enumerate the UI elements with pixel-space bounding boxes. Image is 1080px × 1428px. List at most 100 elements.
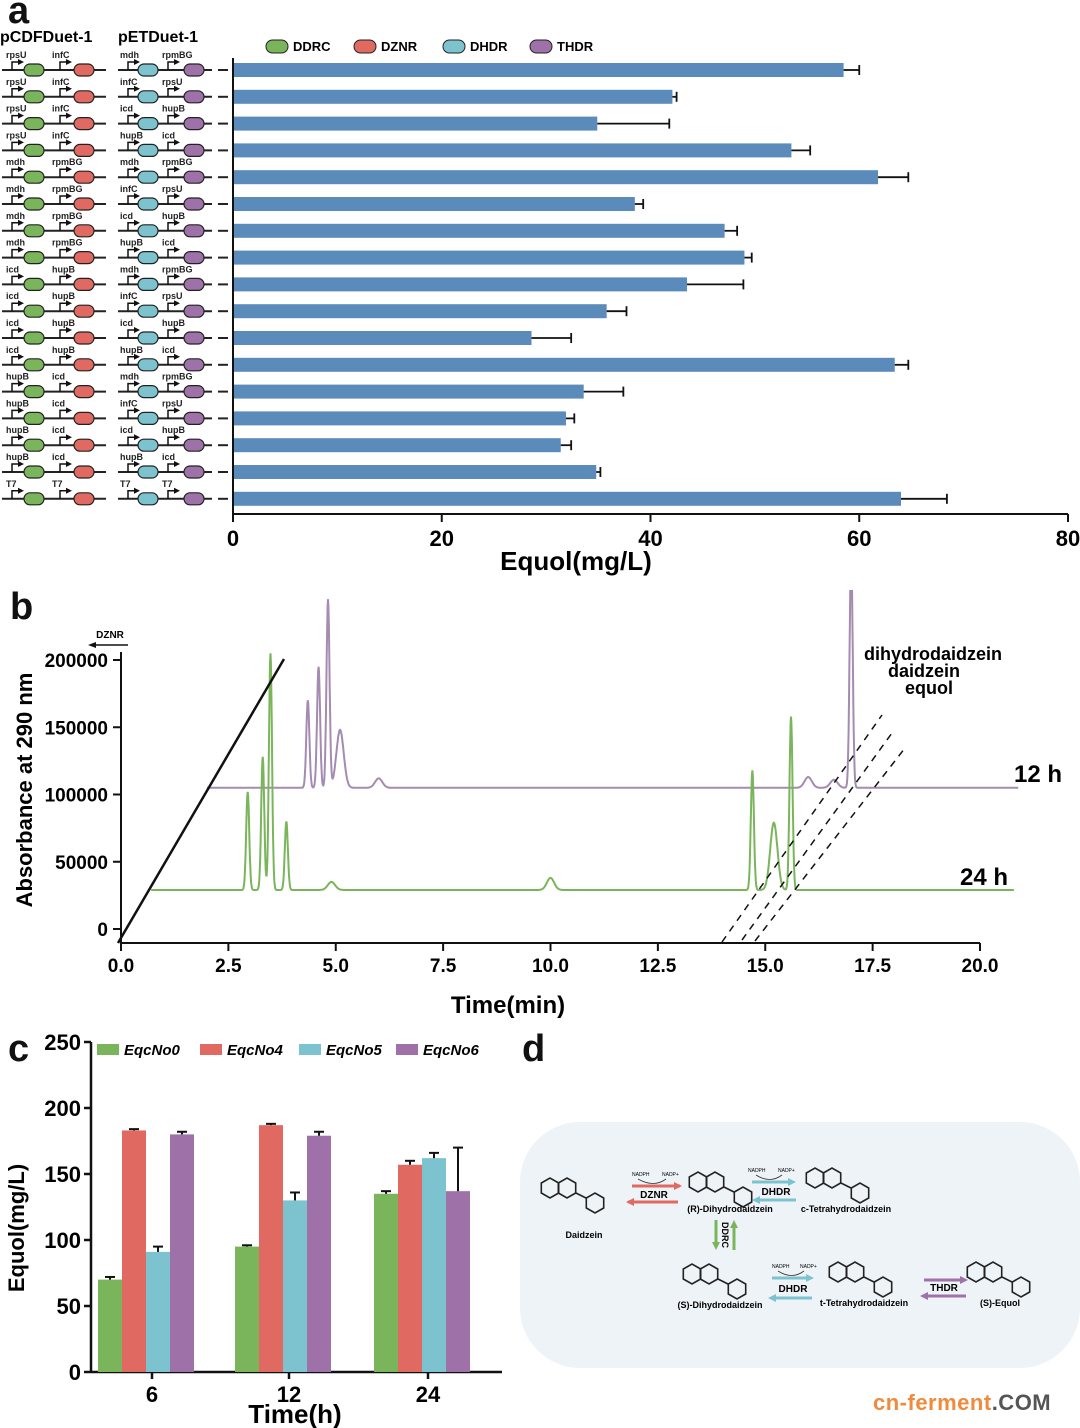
- promoter-label: T7: [162, 479, 173, 489]
- watermark-brand: cn-ferment: [873, 1390, 992, 1415]
- gene-icon: [137, 465, 159, 479]
- promoter-arrowhead: [66, 193, 72, 199]
- dashed-guide-0: [721, 714, 883, 943]
- bar-EqcNo5: [146, 1251, 170, 1372]
- gene-icon: [23, 224, 45, 238]
- traces: [151, 590, 1019, 891]
- promoter-label: icd: [162, 452, 175, 462]
- construct-row: hupB icd infC rpsU: [2, 398, 228, 425]
- promoter-label: hupB: [120, 452, 143, 462]
- promoter-label: infC: [52, 77, 70, 87]
- series-label-24h: 24 h: [960, 864, 1008, 891]
- gene-icon: [183, 90, 205, 104]
- promoter-label: infC: [52, 50, 70, 60]
- promoter-arrowhead: [18, 139, 24, 146]
- ring: [1011, 1276, 1031, 1298]
- watermark-tld: .COM: [991, 1390, 1052, 1415]
- y-tick-label: 0: [69, 1360, 81, 1385]
- gene-icon: [137, 170, 159, 184]
- promoter-arrowhead: [18, 193, 24, 199]
- gene-icon: [73, 197, 95, 211]
- gene-icon: [73, 331, 95, 345]
- promoter-label: hupB: [120, 130, 143, 140]
- bar: [233, 411, 566, 426]
- promoter-icon: [59, 409, 68, 419]
- x-tick-label: 60: [847, 526, 871, 551]
- promoter-arrowhead: [174, 139, 180, 146]
- x-tick-label: 80: [1056, 526, 1080, 551]
- y-tick-label: 250: [44, 1030, 81, 1055]
- promoter-arrowhead: [66, 327, 72, 333]
- bars: [98, 1122, 470, 1372]
- promoter-icon: [167, 195, 176, 204]
- enzyme-thdr: THDR: [930, 1283, 959, 1294]
- ring: [873, 1276, 893, 1298]
- promoter-arrowhead: [174, 112, 180, 119]
- legend-label-thdr: THDR: [557, 39, 594, 54]
- molecule-t-tetrahydrodaidzein: [828, 1261, 893, 1298]
- gene-icon: [23, 465, 45, 479]
- promoter-label: rpmBG: [52, 211, 83, 221]
- promoter-icon: [127, 222, 136, 231]
- cofactor-nadp-2: NADP+: [778, 1168, 795, 1174]
- ring: [822, 1167, 842, 1189]
- x-tick-label: 17.5: [854, 956, 891, 977]
- bar-EqcNo4: [398, 1164, 422, 1372]
- gene-icon: [23, 492, 45, 506]
- bar-EqcNo6: [307, 1135, 331, 1372]
- gene-icon: [183, 251, 205, 265]
- compound-r-dihydrodaidzein: (R)-Dihydrodaidzein: [687, 1204, 773, 1214]
- diagonal-guide: [116, 658, 286, 944]
- bar: [233, 116, 598, 131]
- promoter-arrowhead: [134, 461, 140, 467]
- gene-icon: [73, 438, 95, 452]
- bond: [575, 1192, 587, 1199]
- promoter-icon: [167, 141, 176, 151]
- x-tick-label: 12: [277, 1382, 301, 1407]
- promoter-arrowhead: [174, 487, 180, 494]
- promoter-label: icd: [162, 345, 175, 355]
- promoter-label: hupB: [120, 345, 143, 355]
- promoter-label: infC: [120, 77, 138, 87]
- promoter-arrowhead: [18, 85, 24, 92]
- promoter-arrowhead: [66, 219, 72, 226]
- promoter-arrowhead: [174, 59, 180, 65]
- gene-icon: [137, 492, 159, 506]
- legend-label-ddrc: DDRC: [293, 39, 331, 54]
- legend-label-EqcNo5: EqcNo5: [326, 1042, 383, 1059]
- molecules: [540, 1167, 1031, 1300]
- gene-icon: [137, 116, 159, 131]
- legend-label-EqcNo0: EqcNo0: [124, 1042, 181, 1059]
- bar-EqcNo5: [283, 1200, 307, 1372]
- gene-icon: [183, 492, 205, 506]
- x-tick-label: 24: [416, 1382, 441, 1407]
- gene-icon: [23, 143, 45, 157]
- promoter-label: hupB: [6, 372, 29, 382]
- promoter-icon: [59, 141, 68, 151]
- construct-row: hupB icd mdh rpmBG: [2, 372, 228, 399]
- promoter-label: mdh: [6, 157, 25, 167]
- promoter-label: hupB: [6, 425, 29, 435]
- promoter-arrowhead: [134, 380, 140, 387]
- x-tick-label: 6: [146, 1382, 158, 1407]
- molecule-c-tetrahydrodaidzein: [805, 1167, 870, 1204]
- legend-swatch-EqcNo4: [200, 1044, 222, 1055]
- promoter-arrowhead: [134, 166, 140, 173]
- y-tick-label: 0: [97, 920, 108, 941]
- gene-icon: [73, 143, 95, 157]
- x-tick-label: 2.5: [215, 956, 242, 977]
- promoter-label: icd: [52, 372, 65, 382]
- promoter-label: icd: [52, 398, 65, 408]
- molecule-daidzein: [540, 1177, 605, 1214]
- ring: [699, 1263, 719, 1285]
- compound-daidzein: Daidzein: [565, 1230, 602, 1240]
- bar-EqcNo4: [122, 1130, 146, 1372]
- promoter-arrowhead: [134, 353, 140, 360]
- dashed-guide-1: [741, 732, 893, 941]
- watermark: cn-ferment.COM: [873, 1390, 1051, 1416]
- x-tick-label: 10.0: [532, 956, 569, 977]
- promoter-label: hupB: [52, 345, 75, 355]
- x-axis-label: Time(min): [451, 992, 565, 1019]
- gene-icon: [23, 170, 45, 184]
- promoter-label: infC: [52, 104, 70, 114]
